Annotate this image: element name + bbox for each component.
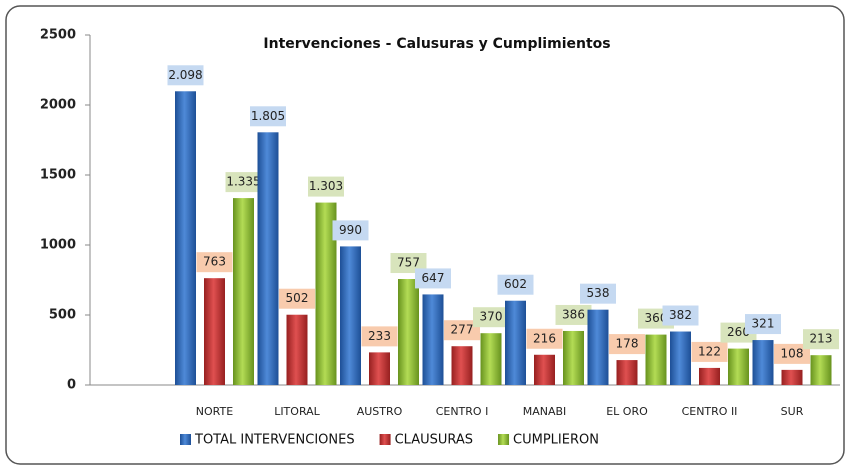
bar bbox=[616, 360, 638, 385]
value-label-box bbox=[308, 176, 344, 197]
value-label: 277 bbox=[451, 323, 474, 337]
y-tick-label: 500 bbox=[49, 308, 76, 323]
chart-title: Intervenciones - Calusuras y Cumplimient… bbox=[263, 36, 610, 52]
bar bbox=[781, 369, 803, 385]
value-label-box bbox=[279, 288, 315, 309]
value-label-box bbox=[803, 329, 839, 350]
bar bbox=[645, 334, 667, 385]
bar bbox=[340, 246, 361, 385]
value-label-box bbox=[225, 172, 262, 193]
legend-label: CLAUSURAS bbox=[395, 433, 473, 448]
bar bbox=[204, 278, 225, 385]
legend-label: TOTAL INTERVENCIONES bbox=[194, 433, 355, 448]
bar bbox=[810, 355, 832, 385]
value-label: 122 bbox=[698, 344, 721, 358]
value-label-box bbox=[745, 314, 781, 335]
bar bbox=[422, 294, 444, 385]
x-tick-label: NORTE bbox=[196, 405, 233, 418]
value-label: 602 bbox=[504, 277, 527, 291]
value-label-box bbox=[774, 343, 810, 364]
value-label: 757 bbox=[397, 256, 420, 270]
y-tick-label: 1000 bbox=[40, 238, 76, 253]
value-label-box bbox=[390, 253, 427, 274]
bar bbox=[286, 314, 308, 385]
bar bbox=[257, 132, 279, 385]
value-label-box bbox=[609, 334, 645, 355]
value-label-box bbox=[415, 268, 451, 289]
bar bbox=[369, 352, 390, 385]
value-label-box bbox=[473, 307, 509, 328]
value-label: 386 bbox=[562, 307, 585, 321]
bar bbox=[728, 348, 749, 385]
x-tick-label: SUR bbox=[781, 405, 804, 418]
value-label: 108 bbox=[781, 346, 804, 360]
value-label-box bbox=[555, 304, 592, 325]
bar bbox=[398, 279, 419, 385]
value-label-box bbox=[167, 65, 204, 86]
value-label-box bbox=[361, 326, 398, 347]
bar bbox=[699, 367, 720, 385]
x-tick-label: CENTRO I bbox=[436, 405, 489, 418]
value-label: 370 bbox=[480, 310, 503, 324]
value-label-box bbox=[497, 274, 534, 295]
legend-swatch bbox=[379, 434, 391, 445]
value-label: 2.098 bbox=[168, 68, 202, 82]
value-label: 178 bbox=[616, 337, 639, 351]
y-tick-label: 2000 bbox=[40, 98, 76, 113]
y-tick-label: 0 bbox=[67, 378, 76, 393]
value-label-box bbox=[526, 328, 563, 349]
legend-swatch bbox=[180, 434, 191, 445]
value-label: 213 bbox=[810, 332, 833, 346]
bar bbox=[752, 340, 774, 385]
value-label: 382 bbox=[669, 308, 692, 322]
value-label: 763 bbox=[203, 255, 226, 269]
value-label-box bbox=[580, 283, 616, 304]
value-label-box bbox=[662, 305, 699, 326]
chart-frame bbox=[5, 5, 845, 465]
bar bbox=[315, 202, 337, 385]
bar bbox=[587, 309, 609, 385]
y-tick-label: 2500 bbox=[40, 28, 76, 43]
value-label-box bbox=[332, 220, 369, 241]
y-tick-label: 1500 bbox=[40, 168, 76, 183]
value-label: 1.335 bbox=[226, 175, 260, 189]
value-label: 260 bbox=[727, 325, 750, 339]
bar bbox=[451, 346, 473, 385]
value-label: 216 bbox=[533, 331, 556, 345]
bar bbox=[670, 331, 691, 385]
x-tick-label: AUSTRO bbox=[357, 405, 403, 418]
x-tick-label: LITORAL bbox=[274, 405, 320, 418]
value-label: 321 bbox=[752, 317, 775, 331]
bar bbox=[480, 333, 502, 385]
bar bbox=[534, 354, 555, 385]
value-label: 538 bbox=[587, 286, 610, 300]
bar bbox=[233, 198, 254, 385]
legend-swatch bbox=[498, 434, 510, 445]
bar bbox=[175, 91, 196, 385]
value-label: 360 bbox=[645, 311, 668, 325]
x-tick-label: EL ORO bbox=[606, 405, 648, 418]
value-label-box bbox=[196, 252, 233, 273]
bar bbox=[563, 330, 584, 385]
value-label: 990 bbox=[339, 223, 362, 237]
legend-label: CUMPLIERON bbox=[513, 433, 599, 448]
value-label: 647 bbox=[422, 271, 445, 285]
value-label-box bbox=[691, 341, 728, 362]
value-label-box bbox=[444, 320, 480, 341]
value-label: 233 bbox=[368, 329, 391, 343]
value-label: 502 bbox=[286, 291, 309, 305]
value-label: 1.805 bbox=[251, 109, 285, 123]
value-label: 1.303 bbox=[309, 179, 343, 193]
x-tick-label: CENTRO II bbox=[682, 405, 738, 418]
bar bbox=[505, 300, 526, 385]
value-label-box bbox=[250, 106, 286, 127]
x-tick-label: MANABI bbox=[523, 405, 567, 418]
